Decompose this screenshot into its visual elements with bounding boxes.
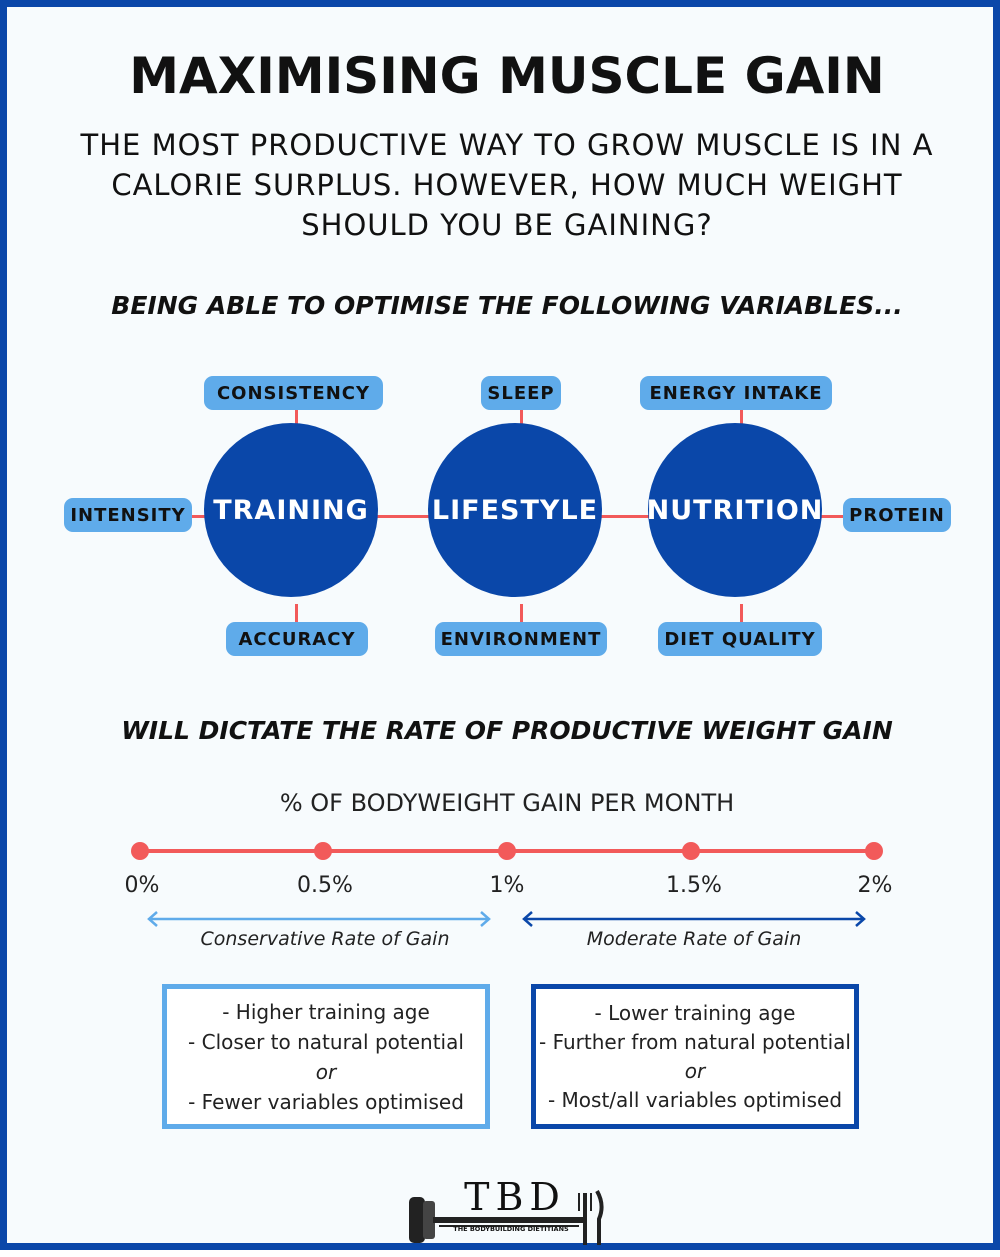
conservative-range-arrow bbox=[147, 911, 491, 927]
connector-nutrition-top bbox=[740, 410, 743, 430]
pill-sleep: SLEEP bbox=[481, 376, 561, 410]
conservative-or: or bbox=[315, 1059, 337, 1084]
connector-training-bottom bbox=[295, 604, 298, 622]
pill-protein: PROTEIN bbox=[843, 498, 951, 532]
connector-nutrition-bottom bbox=[740, 604, 743, 622]
logo-name: THE BODYBUILDING DIETITIANS bbox=[453, 1225, 569, 1233]
hub-training: TRAINING bbox=[204, 423, 378, 597]
conservative-line: - Higher training age bbox=[222, 999, 430, 1024]
pill-environment: ENVIRONMENT bbox=[435, 622, 607, 656]
scale-dot-1 bbox=[498, 842, 516, 860]
tick-label-2: 2% bbox=[857, 873, 893, 898]
scale-title: % OF BODYWEIGHT GAIN PER MONTH bbox=[279, 789, 735, 817]
conservative-line: - Closer to natural potential bbox=[188, 1029, 464, 1054]
conservative-criteria-box: - Higher training age - Closer to natura… bbox=[162, 984, 490, 1129]
tick-label-1-5: 1.5% bbox=[666, 873, 722, 898]
scale-dot-2 bbox=[865, 842, 883, 860]
hub-nutrition: NUTRITION bbox=[647, 423, 822, 597]
tick-label-0: 0% bbox=[124, 873, 160, 898]
variables-heading: BEING ABLE TO OPTIMISE THE FOLLOWING VAR… bbox=[111, 291, 903, 320]
conservative-line: - Fewer variables optimised bbox=[188, 1089, 464, 1114]
pill-diet-quality: DIET QUALITY bbox=[658, 622, 822, 656]
barbell-fork-icon bbox=[409, 1190, 604, 1245]
moderate-range-arrow bbox=[522, 911, 866, 927]
pill-accuracy: ACCURACY bbox=[226, 622, 368, 656]
pill-consistency: CONSISTENCY bbox=[204, 376, 383, 410]
moderate-or: or bbox=[684, 1058, 706, 1083]
moderate-line: - Most/all variables optimised bbox=[547, 1087, 843, 1112]
page-title: MAXIMISING MUSCLE GAIN bbox=[129, 47, 885, 105]
tick-label-1: 1% bbox=[489, 873, 525, 898]
pill-energy-intake: ENERGY INTAKE bbox=[640, 376, 832, 410]
dictate-heading: WILL DICTATE THE RATE OF PRODUCTIVE WEIG… bbox=[121, 716, 893, 745]
connector-lifestyle-top bbox=[520, 410, 523, 430]
moderate-line: - Further from natural potential bbox=[539, 1029, 851, 1054]
scale-dot-0-5 bbox=[314, 842, 332, 860]
hub-lifestyle: LIFESTYLE bbox=[428, 423, 602, 597]
scale-dot-0 bbox=[131, 842, 149, 860]
tick-label-0-5: 0.5% bbox=[297, 873, 353, 898]
pill-intensity: INTENSITY bbox=[64, 498, 192, 532]
conservative-rate-label: Conservative Rate of Gain bbox=[200, 928, 450, 950]
range-arrows bbox=[147, 911, 866, 927]
moderate-rate-label: Moderate Rate of Gain bbox=[586, 928, 802, 950]
page-subtitle: THE MOST PRODUCTIVE WAY TO GROW MUSCLE I… bbox=[80, 128, 934, 242]
moderate-line: - Lower training age bbox=[594, 1000, 796, 1025]
connector-training-top bbox=[295, 410, 298, 430]
moderate-criteria-box: - Lower training age - Further from natu… bbox=[531, 984, 859, 1129]
connector-lifestyle-bottom bbox=[520, 604, 523, 622]
scale-dot-1-5 bbox=[682, 842, 700, 860]
logo-letters: TBD bbox=[464, 1175, 566, 1219]
